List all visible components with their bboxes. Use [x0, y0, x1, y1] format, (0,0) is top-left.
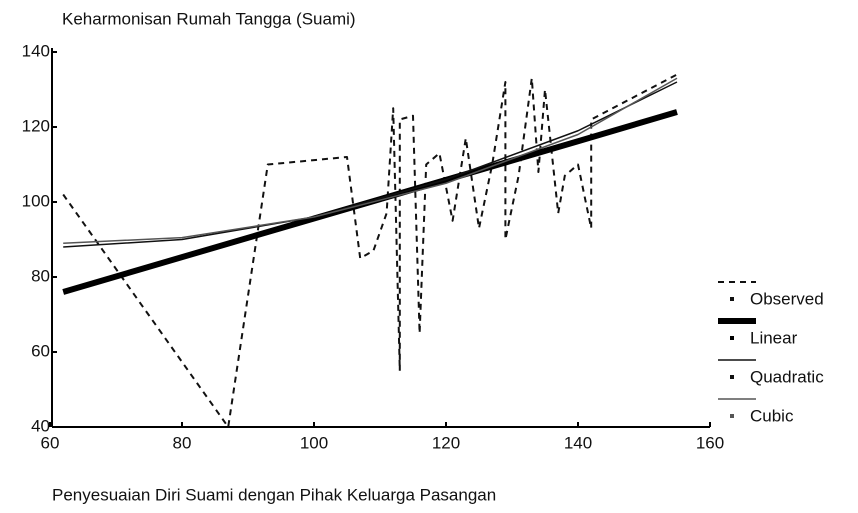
y-tick-label: 40 [31, 416, 50, 435]
x-tick-label: 160 [696, 433, 724, 452]
y-tick-label: 120 [22, 116, 50, 135]
y-tick-label: 140 [22, 41, 50, 60]
y-tick-label: 80 [31, 266, 50, 285]
series-line [63, 77, 678, 244]
legend-label: Quadratic [750, 367, 824, 386]
x-tick-label: 120 [432, 433, 460, 452]
legend-label: Linear [750, 328, 798, 347]
x-tick-label: 80 [173, 433, 192, 452]
y-tick-label: 100 [22, 191, 50, 210]
x-tick-label: 60 [41, 433, 60, 452]
x-tick-label: 100 [300, 433, 328, 452]
x-tick-label: 140 [564, 433, 592, 452]
legend-label: Cubic [750, 406, 794, 425]
legend-label: Observed [750, 289, 824, 308]
legend-bullet [730, 336, 734, 340]
series-line [62, 109, 678, 295]
legend-bullet [730, 375, 734, 379]
series-line [63, 81, 678, 248]
x-axis-label: Penyesuaian Diri Suami dengan Pihak Kelu… [52, 485, 496, 504]
legend-bullet [730, 297, 734, 301]
legend-bullet [730, 414, 734, 418]
y-tick-label: 60 [31, 341, 50, 360]
chart-title: Keharmonisan Rumah Tangga (Suami) [62, 9, 356, 28]
